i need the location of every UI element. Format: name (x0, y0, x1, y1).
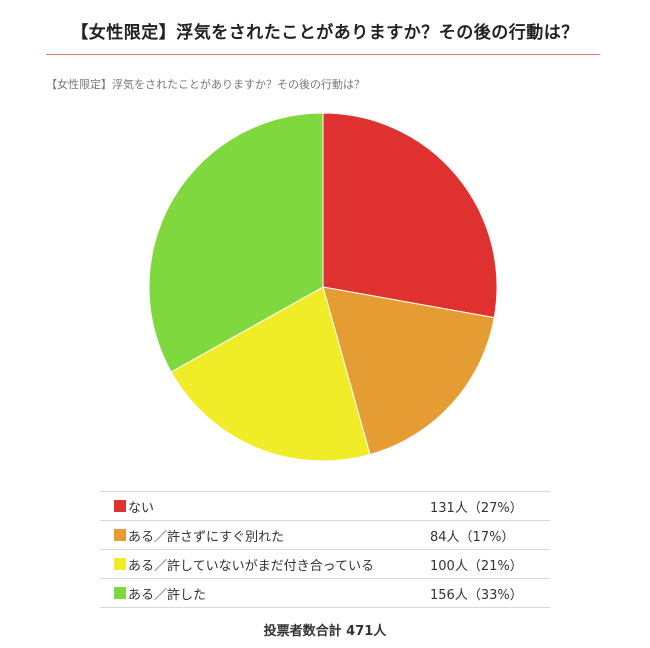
legend-swatch-still-dating (114, 558, 126, 570)
page-title: 【女性限定】浮気をされたことがありますか？その後の行動は？ (71, 23, 579, 43)
legend-row: ある／許していないがまだ付き合っている 100人（21%） (100, 550, 550, 579)
vote-total: 投票者数合計 471人 (263, 624, 387, 639)
legend-value: 156人（33%） (430, 587, 523, 603)
legend-swatch-forgave (114, 587, 126, 599)
legend-value: 100人（21%） (430, 558, 523, 574)
legend-label: ない (128, 500, 155, 516)
legend-value: 84人（17%） (430, 529, 515, 545)
chart-legend: ない 131人（27%） ある／許さずにすぐ別れた 84人（17%） ある／許し… (100, 491, 550, 608)
legend-row: ある／許した 156人（33%） (100, 579, 550, 608)
legend-label: ある／許していないがまだ付き合っている (128, 558, 374, 574)
slice-forgave (148, 112, 324, 373)
legend-swatch-broke-up (114, 529, 126, 541)
pie-chart (148, 112, 498, 462)
title-divider (46, 54, 600, 55)
legend-swatch-nai (114, 500, 126, 512)
legend-label: ある／許さずにすぐ別れた (128, 529, 285, 545)
chart-title: 【女性限定】浮気をされたことがありますか？その後の行動は？ (46, 78, 365, 91)
slice-nai (322, 112, 498, 319)
slice-broke-up (322, 286, 495, 456)
legend-label: ある／許した (128, 587, 207, 603)
slice-still-dating (170, 286, 371, 462)
legend-value: 131人（27%） (430, 500, 523, 516)
legend-row: ない 131人（27%） (100, 491, 550, 521)
legend-row: ある／許さずにすぐ別れた 84人（17%） (100, 521, 550, 550)
